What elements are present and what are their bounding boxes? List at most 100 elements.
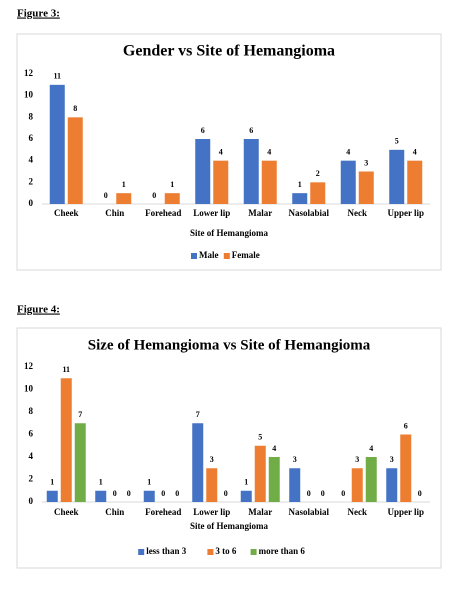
data-label: 5 (395, 137, 399, 146)
data-label: 7 (78, 410, 82, 419)
x-tick-label: Lower lip (193, 507, 230, 517)
x-tick-label: Nasolabial (288, 208, 329, 218)
data-label: 6 (201, 126, 205, 135)
x-tick-label: Nasolabial (288, 507, 329, 517)
bar (95, 490, 107, 502)
bar (340, 160, 356, 204)
chart-box (16, 327, 442, 569)
y-tick-label: 10 (24, 384, 34, 394)
data-label: 4 (272, 444, 276, 453)
data-label: 0 (113, 489, 117, 498)
data-label: 1 (99, 478, 103, 487)
legend-swatch (250, 549, 257, 555)
bar (143, 490, 155, 502)
legend-swatch (191, 253, 197, 259)
y-tick-label: 4 (29, 155, 34, 165)
legend-label: Male (199, 250, 219, 260)
data-label: 5 (258, 433, 262, 442)
bar (206, 468, 218, 502)
bar (49, 84, 65, 204)
x-tick-label: Upper lip (387, 208, 424, 218)
legend-swatch (207, 549, 214, 555)
bar (74, 423, 86, 502)
bar (400, 434, 412, 502)
x-axis-title: Site of Hemangioma (190, 521, 268, 531)
x-tick-label: Malar (248, 208, 272, 218)
x-tick-label: Neck (348, 208, 368, 218)
data-label: 4 (413, 147, 417, 156)
data-label: 11 (53, 72, 61, 81)
data-label: 0 (341, 489, 345, 498)
bar (192, 423, 204, 502)
data-label: 0 (127, 489, 131, 498)
data-label: 0 (224, 489, 228, 498)
bar (67, 117, 83, 204)
y-tick-label: 12 (24, 361, 34, 371)
bar (389, 149, 405, 204)
bar (268, 457, 280, 502)
data-label: 0 (307, 489, 311, 498)
x-tick-label: Forehead (145, 208, 181, 218)
bar (116, 193, 132, 204)
bar (351, 468, 363, 502)
y-tick-label: 8 (29, 406, 34, 416)
data-label: 11 (62, 365, 70, 374)
data-label: 2 (316, 169, 320, 178)
y-tick-label: 2 (29, 176, 34, 186)
data-label: 0 (152, 191, 156, 200)
data-label: 4 (267, 147, 271, 156)
bar (289, 468, 301, 502)
data-label: 0 (321, 489, 325, 498)
x-tick-label: Chin (105, 507, 124, 517)
data-label: 4 (369, 444, 373, 453)
y-tick-label: 6 (29, 429, 34, 439)
y-tick-label: 0 (29, 496, 34, 506)
bar (240, 490, 252, 502)
bar (195, 139, 211, 204)
legend-swatch (223, 253, 230, 259)
data-label: 1 (122, 180, 126, 189)
bar (365, 457, 377, 502)
data-label: 0 (175, 489, 179, 498)
data-label: 1 (244, 478, 248, 487)
y-tick-label: 2 (29, 474, 34, 484)
bar (213, 160, 229, 204)
bar (164, 193, 180, 204)
y-tick-label: 12 (24, 68, 34, 78)
x-tick-label: Cheek (54, 208, 79, 218)
figure-caption: Figure 3: (17, 8, 60, 20)
data-label: 0 (161, 489, 165, 498)
data-label: 4 (346, 147, 350, 156)
x-tick-label: Malar (248, 507, 272, 517)
bar (243, 139, 259, 204)
data-label: 6 (404, 421, 408, 430)
bar (358, 171, 374, 204)
x-tick-label: Chin (105, 208, 124, 218)
data-label: 0 (418, 489, 422, 498)
bar (261, 160, 277, 204)
bar (407, 160, 423, 204)
data-label: 3 (293, 455, 297, 464)
bar (46, 490, 58, 502)
y-tick-label: 4 (29, 451, 34, 461)
x-axis-title: Site of Hemangioma (190, 228, 268, 238)
bar (254, 445, 266, 502)
legend-label: Female (232, 250, 260, 260)
data-label: 3 (210, 455, 214, 464)
data-label: 7 (196, 410, 200, 419)
y-tick-label: 10 (24, 90, 34, 100)
x-tick-label: Upper lip (387, 507, 424, 517)
legend-label: more than 6 (259, 546, 306, 556)
y-tick-label: 8 (29, 111, 34, 121)
legend-label: 3 to 6 (215, 546, 236, 556)
data-label: 8 (73, 104, 77, 113)
data-label: 6 (249, 126, 253, 135)
legend-label: less than 3 (146, 546, 187, 556)
data-label: 3 (364, 158, 368, 167)
x-tick-label: Neck (348, 507, 368, 517)
chart-box (16, 33, 442, 271)
data-label: 3 (355, 455, 359, 464)
data-label: 1 (170, 180, 174, 189)
bar (60, 378, 72, 502)
